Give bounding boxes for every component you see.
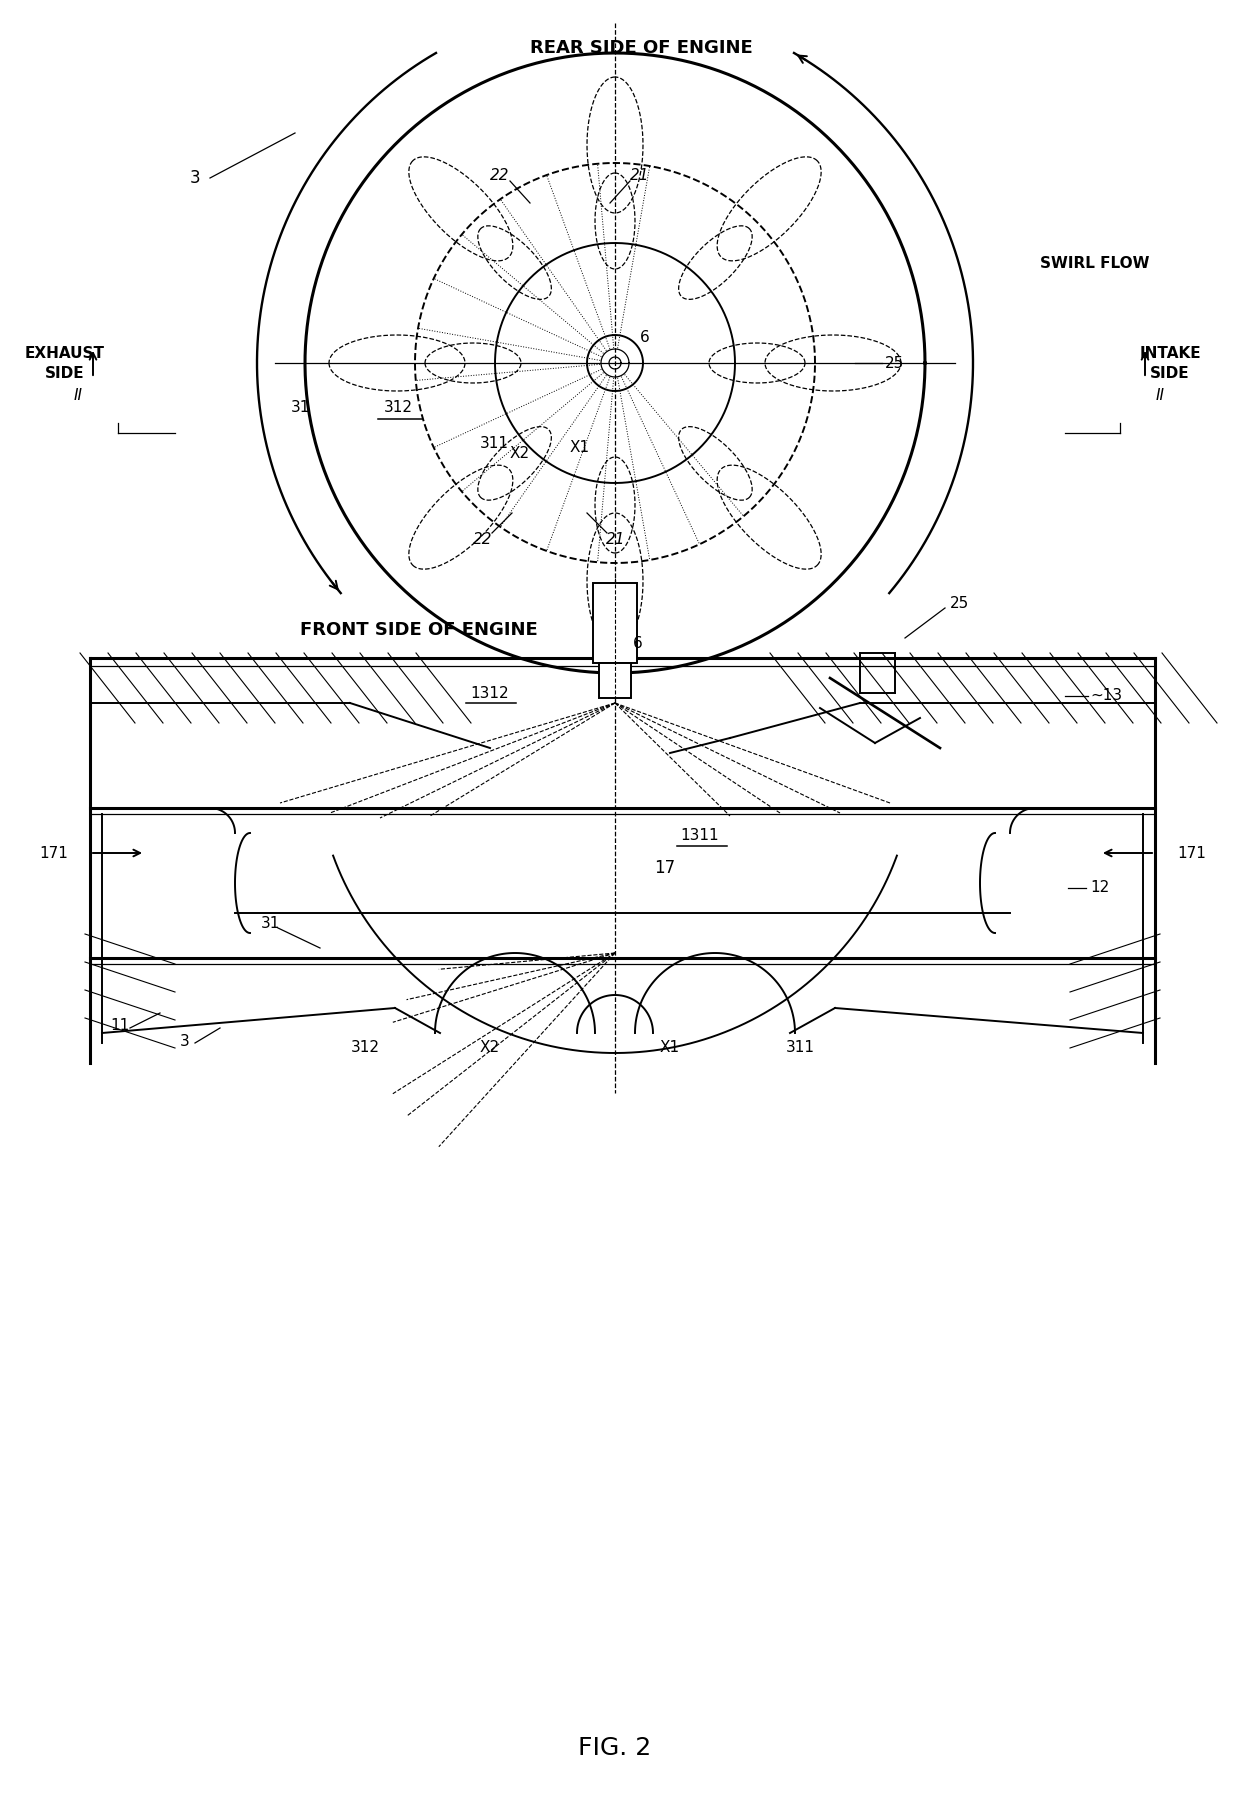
Text: 6: 6 bbox=[640, 330, 650, 346]
Text: 311: 311 bbox=[480, 436, 508, 450]
Text: 311: 311 bbox=[785, 1040, 815, 1056]
Bar bbox=[599, 663, 631, 697]
Text: 3: 3 bbox=[180, 1033, 190, 1049]
Text: 312: 312 bbox=[383, 400, 413, 416]
Text: 21: 21 bbox=[606, 533, 626, 547]
Text: SIDE: SIDE bbox=[1151, 366, 1190, 380]
Text: REAR SIDE OF ENGINE: REAR SIDE OF ENGINE bbox=[529, 39, 753, 57]
Text: 22: 22 bbox=[474, 533, 492, 547]
Text: X2: X2 bbox=[510, 445, 529, 461]
Text: X1: X1 bbox=[660, 1040, 680, 1056]
Text: 171: 171 bbox=[1177, 846, 1205, 861]
Text: 1311: 1311 bbox=[681, 828, 719, 843]
Text: II: II bbox=[73, 387, 83, 402]
Text: X2: X2 bbox=[480, 1040, 500, 1056]
Text: SIDE: SIDE bbox=[45, 366, 84, 380]
Text: 17: 17 bbox=[655, 859, 676, 877]
Text: ~13: ~13 bbox=[1090, 689, 1122, 703]
Text: II: II bbox=[1156, 387, 1164, 402]
Text: 31: 31 bbox=[290, 400, 310, 416]
Text: X1: X1 bbox=[570, 441, 590, 455]
Text: 21: 21 bbox=[630, 167, 650, 183]
Text: 3: 3 bbox=[190, 169, 201, 186]
Text: SWIRL FLOW: SWIRL FLOW bbox=[1040, 255, 1149, 271]
Text: FRONT SIDE OF ENGINE: FRONT SIDE OF ENGINE bbox=[300, 620, 538, 638]
Text: 11: 11 bbox=[110, 1017, 130, 1033]
Bar bbox=[593, 583, 637, 663]
Text: 1312: 1312 bbox=[471, 685, 510, 701]
Text: 25: 25 bbox=[950, 595, 970, 610]
Text: 31: 31 bbox=[260, 916, 280, 931]
Text: 6: 6 bbox=[632, 635, 642, 651]
Text: 12: 12 bbox=[1090, 880, 1110, 895]
Text: 22: 22 bbox=[490, 167, 510, 183]
Text: 312: 312 bbox=[351, 1040, 379, 1056]
Text: 171: 171 bbox=[40, 846, 68, 861]
Text: EXHAUST: EXHAUST bbox=[25, 346, 105, 360]
Text: 25: 25 bbox=[885, 355, 905, 371]
Text: INTAKE: INTAKE bbox=[1140, 346, 1200, 360]
Text: FIG. 2: FIG. 2 bbox=[578, 1736, 652, 1761]
